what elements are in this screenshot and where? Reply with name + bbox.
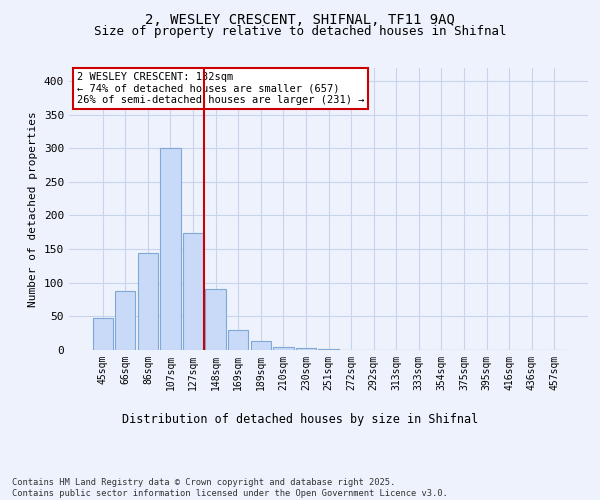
Bar [92, 318, 113, 350]
Bar [296, 348, 316, 350]
Text: 2, WESLEY CRESCENT, SHIFNAL, TF11 9AQ: 2, WESLEY CRESCENT, SHIFNAL, TF11 9AQ [145, 12, 455, 26]
Text: Size of property relative to detached houses in Shifnal: Size of property relative to detached ho… [94, 25, 506, 38]
Bar [273, 346, 293, 350]
Bar [115, 291, 136, 350]
Bar [160, 148, 181, 350]
Bar [228, 330, 248, 350]
Text: Distribution of detached houses by size in Shifnal: Distribution of detached houses by size … [122, 412, 478, 426]
Text: 2 WESLEY CRESCENT: 132sqm
← 74% of detached houses are smaller (657)
26% of semi: 2 WESLEY CRESCENT: 132sqm ← 74% of detac… [77, 72, 364, 105]
Y-axis label: Number of detached properties: Number of detached properties [28, 111, 38, 306]
Bar [138, 253, 158, 350]
Text: Contains HM Land Registry data © Crown copyright and database right 2025.
Contai: Contains HM Land Registry data © Crown c… [12, 478, 448, 498]
Bar [205, 290, 226, 350]
Bar [183, 233, 203, 350]
Bar [251, 342, 271, 350]
